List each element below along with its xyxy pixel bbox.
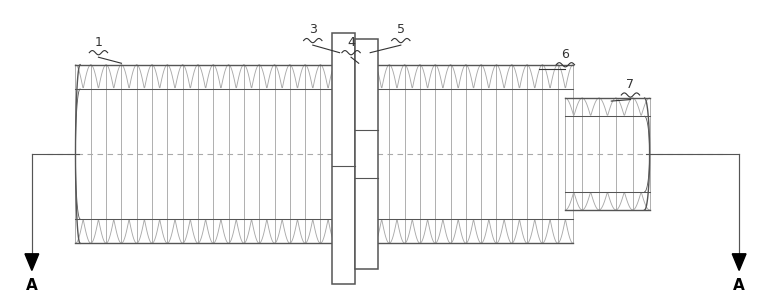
Bar: [355, 39, 378, 269]
Text: 3: 3: [309, 23, 317, 36]
Text: A: A: [733, 278, 745, 293]
Polygon shape: [25, 254, 39, 270]
Text: A: A: [26, 278, 38, 293]
Bar: [332, 33, 355, 284]
Text: 7: 7: [627, 78, 635, 91]
Polygon shape: [732, 254, 746, 270]
Text: 1: 1: [95, 36, 103, 49]
Text: 6: 6: [561, 48, 569, 61]
Text: 5: 5: [397, 23, 405, 36]
Text: 4: 4: [347, 36, 355, 49]
